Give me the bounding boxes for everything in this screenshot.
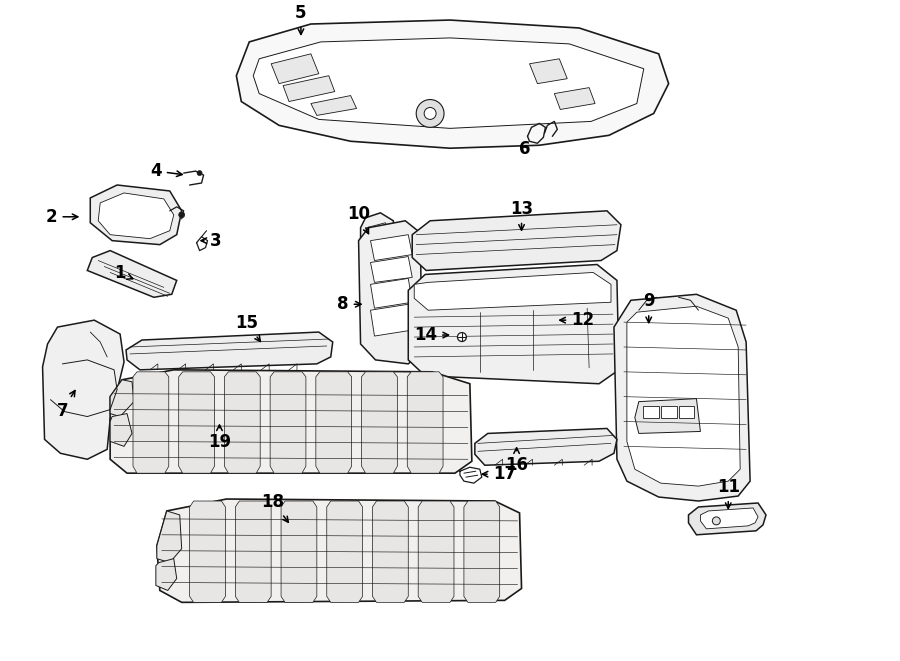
Text: 14: 14 bbox=[414, 326, 448, 344]
Polygon shape bbox=[90, 185, 182, 245]
Polygon shape bbox=[688, 503, 766, 535]
Polygon shape bbox=[529, 59, 567, 84]
Text: 11: 11 bbox=[716, 478, 740, 508]
Polygon shape bbox=[133, 372, 169, 473]
Polygon shape bbox=[366, 270, 391, 284]
Circle shape bbox=[416, 100, 444, 128]
Polygon shape bbox=[157, 499, 521, 602]
Polygon shape bbox=[373, 501, 409, 602]
Polygon shape bbox=[281, 501, 317, 602]
Text: 12: 12 bbox=[560, 311, 594, 329]
Polygon shape bbox=[110, 414, 132, 446]
Text: 8: 8 bbox=[338, 295, 361, 313]
Polygon shape bbox=[634, 399, 700, 434]
Polygon shape bbox=[554, 88, 595, 110]
Polygon shape bbox=[464, 501, 500, 602]
Polygon shape bbox=[284, 76, 335, 102]
Text: 7: 7 bbox=[57, 391, 75, 420]
Polygon shape bbox=[310, 96, 356, 116]
Polygon shape bbox=[156, 559, 176, 590]
Polygon shape bbox=[414, 272, 611, 310]
Polygon shape bbox=[270, 372, 306, 473]
Polygon shape bbox=[110, 380, 134, 416]
Polygon shape bbox=[366, 256, 391, 270]
Text: 10: 10 bbox=[347, 205, 370, 233]
Text: 17: 17 bbox=[482, 465, 516, 483]
Polygon shape bbox=[366, 240, 391, 254]
Polygon shape bbox=[361, 213, 395, 300]
Polygon shape bbox=[371, 304, 412, 336]
Polygon shape bbox=[271, 54, 319, 84]
Polygon shape bbox=[179, 372, 214, 473]
Polygon shape bbox=[98, 193, 174, 239]
Polygon shape bbox=[190, 501, 225, 602]
Circle shape bbox=[424, 108, 436, 120]
Polygon shape bbox=[224, 372, 260, 473]
Text: 4: 4 bbox=[150, 162, 182, 180]
Text: 1: 1 bbox=[114, 264, 133, 282]
Polygon shape bbox=[418, 501, 454, 602]
Polygon shape bbox=[362, 372, 397, 473]
Polygon shape bbox=[475, 428, 616, 465]
Polygon shape bbox=[614, 294, 750, 501]
Text: 3: 3 bbox=[201, 231, 221, 250]
Polygon shape bbox=[412, 211, 621, 270]
Circle shape bbox=[457, 332, 466, 342]
Polygon shape bbox=[110, 370, 472, 473]
Circle shape bbox=[197, 171, 202, 176]
Polygon shape bbox=[253, 38, 644, 128]
Polygon shape bbox=[409, 264, 619, 384]
Text: 5: 5 bbox=[295, 4, 307, 34]
Polygon shape bbox=[371, 256, 412, 282]
Circle shape bbox=[179, 212, 184, 217]
Polygon shape bbox=[643, 406, 659, 418]
Polygon shape bbox=[236, 501, 271, 602]
Polygon shape bbox=[327, 501, 363, 602]
Polygon shape bbox=[42, 320, 124, 459]
Text: 19: 19 bbox=[208, 425, 231, 451]
Polygon shape bbox=[627, 306, 740, 486]
Text: 15: 15 bbox=[235, 314, 260, 342]
Polygon shape bbox=[157, 511, 182, 563]
Polygon shape bbox=[237, 20, 669, 148]
Polygon shape bbox=[661, 406, 677, 418]
Polygon shape bbox=[371, 235, 412, 260]
Text: 13: 13 bbox=[510, 200, 533, 230]
Text: 16: 16 bbox=[505, 448, 528, 475]
Polygon shape bbox=[366, 223, 391, 238]
Polygon shape bbox=[408, 372, 443, 473]
Text: 6: 6 bbox=[518, 140, 530, 158]
Polygon shape bbox=[358, 221, 422, 364]
Polygon shape bbox=[316, 372, 352, 473]
Text: 9: 9 bbox=[643, 292, 654, 323]
Polygon shape bbox=[126, 332, 333, 370]
Text: 18: 18 bbox=[262, 493, 288, 522]
Polygon shape bbox=[700, 508, 758, 529]
Circle shape bbox=[712, 517, 720, 525]
Polygon shape bbox=[679, 406, 695, 418]
Polygon shape bbox=[371, 278, 412, 308]
Polygon shape bbox=[87, 251, 176, 297]
Text: 2: 2 bbox=[46, 208, 77, 226]
